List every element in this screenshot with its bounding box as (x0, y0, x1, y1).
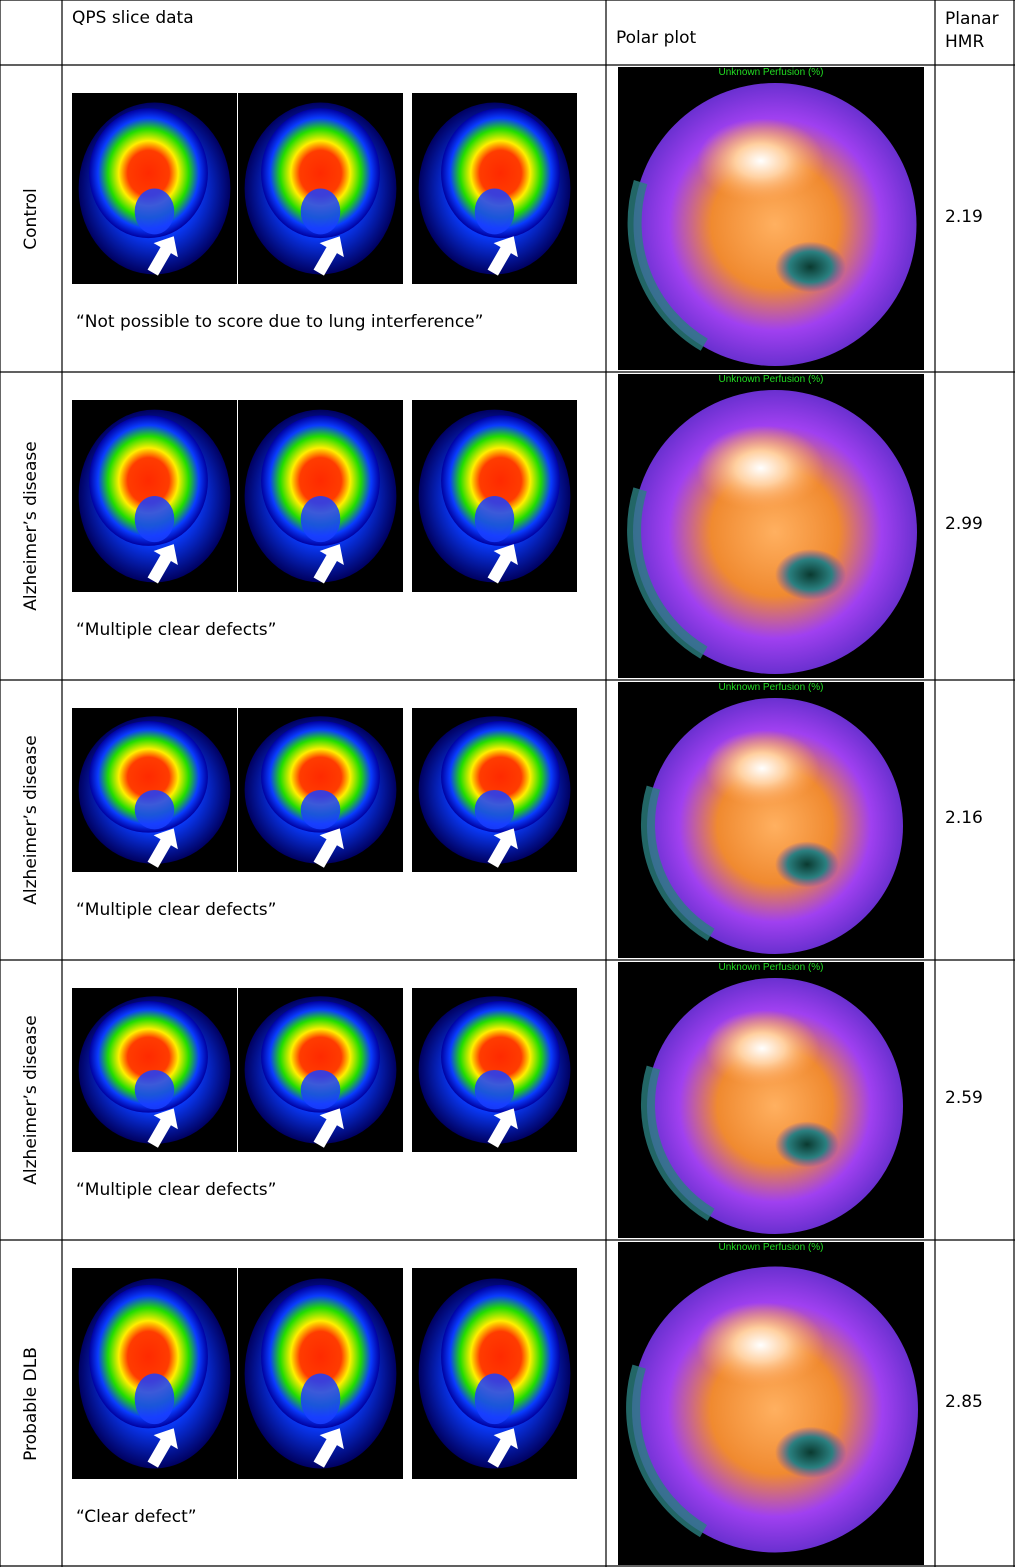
slice-hole (135, 496, 175, 542)
row-label: Control (21, 188, 41, 249)
comment: “Multiple clear defects” (76, 900, 276, 920)
slice-hole (475, 189, 515, 235)
polar-title: Unknown Perfusion (%) (718, 374, 823, 385)
slice-hole (475, 1374, 515, 1425)
polar-hot (696, 1302, 825, 1388)
hmr-value: 2.99 (945, 514, 983, 534)
polar-defect (775, 1121, 839, 1167)
slice-hole (135, 189, 175, 235)
polar-hot (697, 118, 824, 203)
comment: “Not possible to score due to lung inter… (76, 312, 483, 332)
slice-hole (301, 189, 341, 235)
row-label: Probable DLB (21, 1347, 41, 1461)
row-label: Alzheimer’s disease (21, 1015, 41, 1184)
polar-hot (697, 426, 825, 511)
polar-defect (775, 841, 839, 887)
polar-defect (775, 241, 846, 292)
slice-hole (301, 1374, 341, 1425)
page: QPS slice data Polar plot Planar HMR Unk… (0, 0, 1015, 1567)
hmr-value: 2.59 (945, 1088, 983, 1108)
slice-hole (475, 790, 515, 829)
polar-defect (775, 549, 846, 600)
hmr-value: 2.19 (945, 207, 983, 227)
slice-hole (475, 496, 515, 542)
slice-hole (135, 1374, 175, 1425)
comment: “Multiple clear defects” (76, 620, 276, 640)
polar-title: Unknown Perfusion (%) (718, 1242, 823, 1253)
comment: “Multiple clear defects” (76, 1180, 276, 1200)
polar-title: Unknown Perfusion (%) (718, 962, 823, 973)
slice-hole (301, 790, 341, 829)
polar-title: Unknown Perfusion (%) (718, 67, 823, 78)
figure-art: Unknown Perfusion (%) Unknown Perfusion (… (0, 0, 1015, 1567)
row-label: Alzheimer’s disease (21, 735, 41, 904)
polar-hot (705, 730, 820, 807)
slice-hole (301, 1070, 341, 1109)
slice-hole (135, 790, 175, 829)
polar-defect (775, 1427, 847, 1478)
slice-hole (135, 1070, 175, 1109)
comment: “Clear defect” (76, 1507, 197, 1527)
slice-hole (475, 1070, 515, 1109)
polar-hot (705, 1010, 820, 1087)
hmr-value: 2.85 (945, 1392, 983, 1412)
slice-hole (301, 496, 341, 542)
hmr-value: 2.16 (945, 808, 983, 828)
row-label: Alzheimer’s disease (21, 441, 41, 610)
polar-title: Unknown Perfusion (%) (718, 682, 823, 693)
